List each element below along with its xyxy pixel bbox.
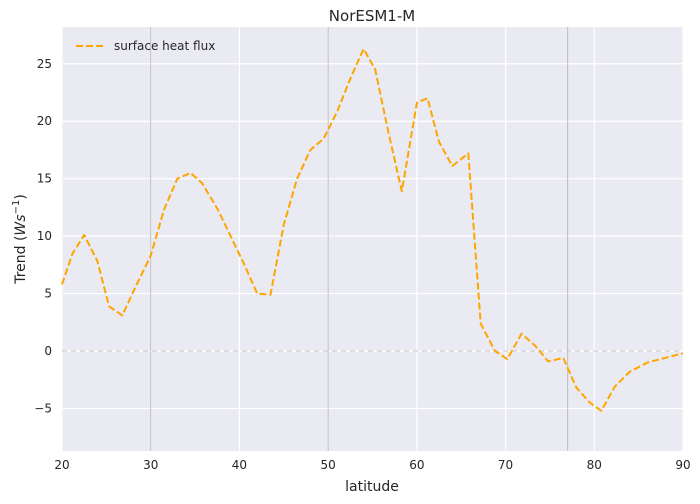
series-line-surface-heat-flux <box>61 47 684 412</box>
x-axis-label: latitude <box>345 479 399 495</box>
y-tick-label: 5 <box>44 287 52 301</box>
x-tick-label: 80 <box>587 458 602 472</box>
x-tick-labels: 20 30 40 50 60 70 80 90 <box>54 458 690 472</box>
x-tick-label: 40 <box>232 458 247 472</box>
y-tick-label: 20 <box>37 114 52 128</box>
y-tick-labels: −5 0 5 10 15 20 25 <box>34 57 52 416</box>
x-tick-label: 20 <box>54 458 69 472</box>
y-tick-label: 25 <box>37 57 52 71</box>
x-tick-label: 50 <box>321 458 336 472</box>
x-tick-label: 30 <box>143 458 158 472</box>
plot-background <box>62 27 683 451</box>
y-tick-label: 10 <box>37 229 52 243</box>
x-tick-label: 70 <box>498 458 513 472</box>
y-axis-label-main: Trend ( <box>13 236 29 285</box>
y-axis-label: Trend (Ws−1) <box>11 194 29 285</box>
grid-lines <box>61 27 684 451</box>
vertical-markers <box>150 27 569 451</box>
y-axis-label-superscript: −1 <box>11 200 22 215</box>
x-tick-label: 60 <box>409 458 424 472</box>
legend-label: surface heat flux <box>114 39 215 53</box>
legend: surface heat flux <box>76 39 215 53</box>
y-tick-label: 0 <box>44 344 52 358</box>
chart-title: NorESM1-M <box>329 7 415 25</box>
series-layer <box>61 47 684 412</box>
y-axis-label-math: Ws <box>13 214 29 235</box>
x-tick-label: 90 <box>675 458 690 472</box>
y-tick-label: −5 <box>34 401 52 415</box>
y-axis-label-end: ) <box>13 194 29 199</box>
y-tick-label: 15 <box>37 172 52 186</box>
